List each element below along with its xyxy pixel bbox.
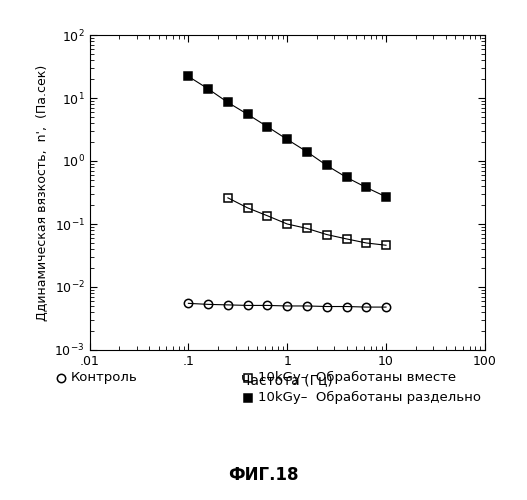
Text: 10kGy–  Обработаны раздельно: 10kGy– Обработаны раздельно bbox=[258, 391, 481, 404]
Y-axis label: Ддинамическая вязкость,  n',  (Па.сек): Ддинамическая вязкость, n', (Па.сек) bbox=[36, 64, 49, 320]
Text: Контроль: Контроль bbox=[71, 371, 138, 384]
X-axis label: Частота (Гц): Частота (Гц) bbox=[241, 374, 333, 388]
Text: ФИГ.18: ФИГ.18 bbox=[228, 466, 299, 484]
Text: 10kGy–  Обработаны вместе: 10kGy– Обработаны вместе bbox=[258, 371, 456, 384]
